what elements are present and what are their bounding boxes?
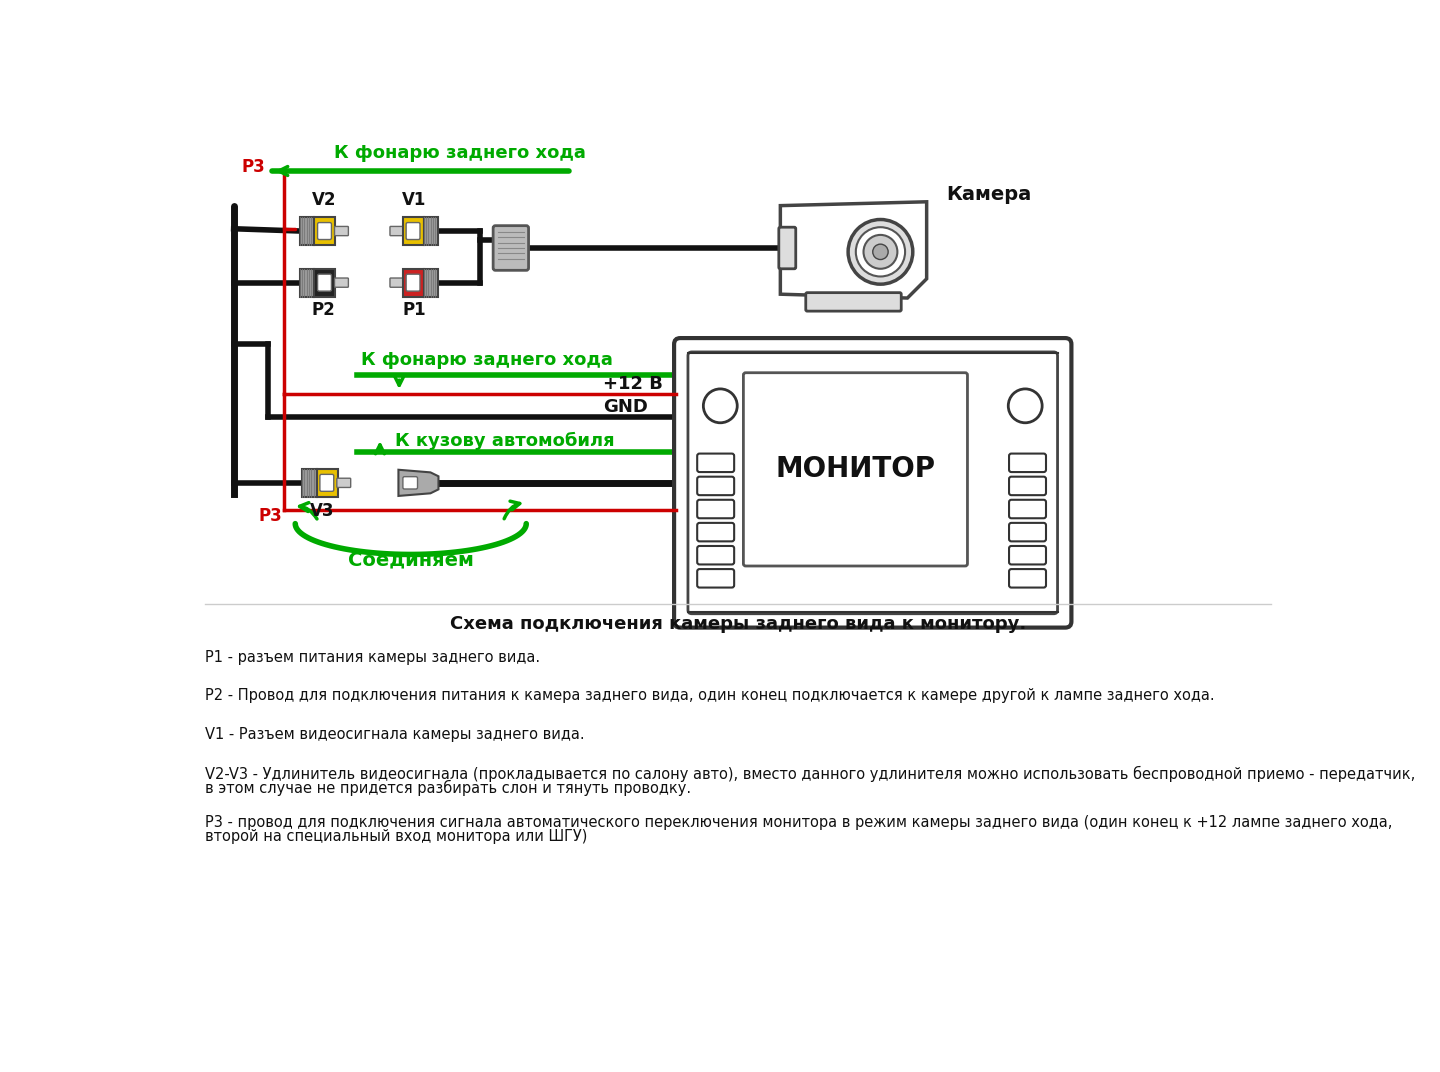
FancyBboxPatch shape	[743, 373, 968, 566]
Text: Схема подключения камеры заднего вида к монитору.: Схема подключения камеры заднего вида к …	[449, 614, 1027, 632]
FancyBboxPatch shape	[403, 269, 423, 297]
Text: К кузову автомобиля: К кузову автомобиля	[396, 431, 615, 449]
FancyBboxPatch shape	[317, 468, 337, 496]
Text: GND: GND	[603, 398, 648, 416]
FancyBboxPatch shape	[779, 227, 796, 269]
FancyBboxPatch shape	[697, 453, 734, 472]
Text: в этом случае не придется разбирать слон и тянуть проводку.: в этом случае не придется разбирать слон…	[204, 780, 691, 796]
FancyBboxPatch shape	[314, 269, 336, 297]
Polygon shape	[399, 470, 438, 496]
Text: V1: V1	[402, 192, 426, 209]
FancyBboxPatch shape	[697, 500, 734, 518]
FancyBboxPatch shape	[406, 274, 420, 292]
FancyBboxPatch shape	[406, 223, 420, 239]
Text: Соединяем: Соединяем	[348, 550, 474, 569]
Text: МОНИТОР: МОНИТОР	[775, 456, 936, 483]
FancyBboxPatch shape	[300, 218, 314, 244]
FancyBboxPatch shape	[688, 352, 1057, 614]
FancyBboxPatch shape	[403, 477, 418, 489]
Text: К фонарю заднего хода: К фонарю заднего хода	[334, 145, 586, 162]
Circle shape	[703, 389, 737, 422]
FancyBboxPatch shape	[1009, 453, 1045, 472]
FancyBboxPatch shape	[423, 218, 438, 244]
Circle shape	[864, 235, 897, 269]
FancyBboxPatch shape	[300, 269, 314, 297]
FancyBboxPatch shape	[697, 523, 734, 541]
Circle shape	[873, 244, 888, 259]
FancyBboxPatch shape	[674, 338, 1071, 627]
Text: V1 - Разъем видеосигнала камеры заднего вида.: V1 - Разъем видеосигнала камеры заднего …	[204, 727, 585, 742]
FancyBboxPatch shape	[697, 477, 734, 495]
FancyBboxPatch shape	[337, 478, 351, 488]
FancyBboxPatch shape	[314, 218, 336, 244]
FancyBboxPatch shape	[320, 475, 334, 491]
FancyBboxPatch shape	[318, 274, 331, 292]
Polygon shape	[780, 202, 927, 298]
Text: Р3: Р3	[259, 507, 282, 525]
Text: V2-V3 - Удлинитель видеосигнала (прокладывается по салону авто), вместо данного : V2-V3 - Удлинитель видеосигнала (проклад…	[204, 765, 1416, 781]
FancyBboxPatch shape	[302, 468, 317, 496]
Text: Р3: Р3	[240, 159, 265, 176]
FancyBboxPatch shape	[1009, 546, 1045, 565]
FancyBboxPatch shape	[403, 218, 423, 244]
FancyBboxPatch shape	[390, 226, 403, 236]
Text: P1: P1	[403, 301, 426, 319]
FancyBboxPatch shape	[318, 223, 331, 239]
FancyBboxPatch shape	[697, 546, 734, 565]
FancyBboxPatch shape	[1009, 523, 1045, 541]
FancyBboxPatch shape	[806, 293, 901, 311]
Text: V2: V2	[311, 192, 336, 209]
FancyBboxPatch shape	[697, 569, 734, 587]
Text: +12 В: +12 В	[603, 374, 664, 392]
Text: Камера: Камера	[946, 184, 1031, 204]
FancyBboxPatch shape	[390, 278, 403, 287]
FancyBboxPatch shape	[1009, 477, 1045, 495]
Circle shape	[848, 220, 913, 284]
Text: К фонарю заднего хода: К фонарю заднего хода	[360, 351, 612, 369]
Text: P1 - разъем питания камеры заднего вида.: P1 - разъем питания камеры заднего вида.	[204, 650, 540, 665]
FancyBboxPatch shape	[334, 278, 348, 287]
Text: P2 - Провод для подключения питания к камера заднего вида, один конец подключает: P2 - Провод для подключения питания к ка…	[204, 688, 1215, 703]
Text: Р3 - провод для подключения сигнала автоматического переключения монитора в режи: Р3 - провод для подключения сигнала авто…	[204, 815, 1392, 830]
Circle shape	[1008, 389, 1043, 422]
Text: V3: V3	[310, 502, 334, 520]
FancyBboxPatch shape	[1009, 500, 1045, 518]
Text: P2: P2	[312, 301, 336, 319]
FancyBboxPatch shape	[423, 269, 438, 297]
Text: второй на специальный вход монитора или ШГУ): второй на специальный вход монитора или …	[204, 830, 588, 845]
FancyBboxPatch shape	[334, 226, 348, 236]
Circle shape	[855, 227, 906, 277]
FancyBboxPatch shape	[1009, 569, 1045, 587]
FancyBboxPatch shape	[492, 226, 528, 270]
